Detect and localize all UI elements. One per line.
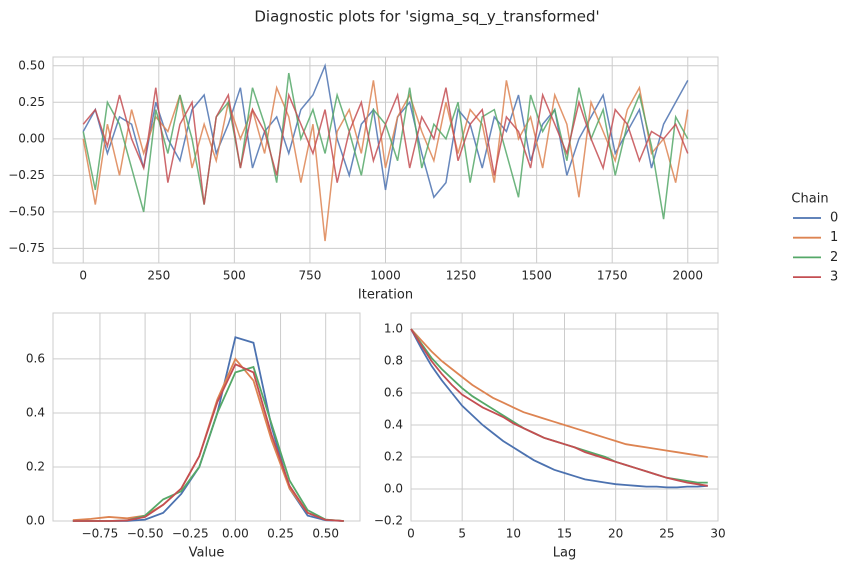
series-line [410,328,708,487]
y-tick-label: 0.6 [26,351,45,365]
legend-label: 1 [830,230,838,245]
x-axis-label: Lag [553,546,576,561]
x-tick-label: 1750 [597,269,628,283]
x-tick-label: 0 [79,269,87,283]
x-tick-label: 250 [147,269,170,283]
x-tick-label: 750 [298,269,321,283]
y-tick-label: 1.0 [384,322,403,336]
y-tick-label: 0.00 [18,131,45,145]
legend-label: 3 [830,270,838,285]
x-tick-label: 5 [458,527,466,541]
legend-title: Chain [791,192,828,207]
x-tick-label: −0.25 [172,527,209,541]
series-line [72,363,344,522]
series-line [82,87,689,205]
x-tick-label: 25 [659,527,674,541]
x-tick-label: −0.75 [82,527,119,541]
x-tick-label: 20 [608,527,623,541]
series-line [410,328,708,489]
y-tick-label: 0.4 [384,418,403,432]
y-tick-label: 0.25 [18,95,45,109]
x-tick-label: 0.50 [312,527,339,541]
x-tick-label: 500 [223,269,246,283]
y-tick-label: 0.8 [384,354,403,368]
x-tick-label: 30 [710,527,725,541]
x-tick-label: 15 [557,527,572,541]
x-tick-label: 10 [506,527,521,541]
y-tick-label: 0.6 [384,386,403,400]
x-tick-label: 1500 [521,269,552,283]
y-tick-label: 0.2 [384,450,403,464]
y-tick-label: −0.25 [8,168,45,182]
y-tick-label: −0.75 [8,241,45,255]
legend-label: 2 [830,250,838,265]
y-tick-label: 0.0 [26,514,45,528]
y-tick-label: 0.0 [384,482,403,496]
y-tick-label: 0.50 [18,58,45,72]
y-tick-label: −0.50 [8,204,45,218]
x-tick-label: 1250 [446,269,477,283]
x-tick-label: 1000 [370,269,401,283]
x-tick-label: 2000 [672,269,703,283]
legend-label: 0 [830,211,838,226]
y-tick-label: 0.2 [26,459,45,473]
y-tick-label: 0.4 [26,405,45,419]
figure-title: Diagnostic plots for 'sigma_sq_y_transfo… [254,8,599,27]
x-tick-label: −0.50 [127,527,164,541]
x-axis-label: Value [189,546,225,561]
plot-area [52,312,361,522]
x-axis-label: Iteration [358,288,413,303]
series-line [82,80,689,242]
y-tick-label: −0.2 [374,514,403,528]
x-tick-label: 0 [407,527,415,541]
x-tick-label: 0.00 [222,527,249,541]
x-tick-label: 0.25 [267,527,294,541]
series-line [410,328,708,458]
